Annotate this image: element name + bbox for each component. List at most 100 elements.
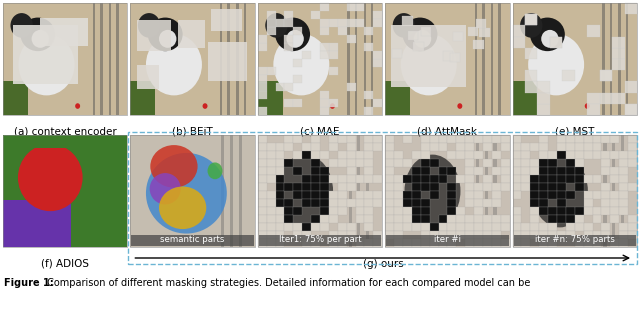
- Bar: [267, 231, 276, 239]
- Bar: [593, 207, 602, 215]
- Bar: [403, 199, 412, 207]
- Bar: [293, 59, 302, 67]
- Bar: [602, 3, 605, 115]
- Bar: [584, 143, 593, 151]
- Bar: [500, 159, 509, 167]
- Bar: [394, 183, 403, 191]
- Bar: [575, 239, 584, 247]
- Ellipse shape: [277, 155, 333, 227]
- Bar: [284, 43, 293, 51]
- Bar: [584, 207, 593, 215]
- Bar: [329, 175, 338, 183]
- Bar: [385, 231, 394, 239]
- Bar: [258, 207, 267, 215]
- Bar: [412, 239, 420, 247]
- Bar: [593, 135, 602, 143]
- Bar: [620, 151, 628, 159]
- Bar: [525, 14, 538, 26]
- Bar: [413, 42, 424, 51]
- Bar: [392, 26, 466, 87]
- Bar: [356, 207, 364, 215]
- Bar: [258, 191, 267, 199]
- Bar: [620, 223, 628, 231]
- Bar: [311, 151, 320, 159]
- Bar: [364, 207, 373, 215]
- Bar: [347, 223, 356, 231]
- Bar: [465, 191, 474, 199]
- Bar: [302, 143, 311, 151]
- Bar: [438, 215, 447, 223]
- Bar: [373, 231, 382, 239]
- Bar: [373, 11, 382, 19]
- Bar: [338, 239, 347, 247]
- Bar: [465, 159, 474, 167]
- Bar: [465, 199, 474, 207]
- Bar: [491, 3, 493, 115]
- Bar: [394, 231, 403, 239]
- Bar: [483, 183, 492, 191]
- Bar: [386, 235, 509, 246]
- Bar: [311, 143, 320, 151]
- Bar: [566, 151, 575, 159]
- Bar: [438, 167, 447, 175]
- Bar: [302, 175, 311, 183]
- Bar: [483, 223, 492, 231]
- Bar: [267, 239, 276, 247]
- Bar: [611, 207, 620, 215]
- Bar: [338, 135, 347, 143]
- Ellipse shape: [148, 17, 182, 51]
- Bar: [548, 239, 557, 247]
- Bar: [385, 215, 394, 223]
- Bar: [302, 183, 311, 191]
- Bar: [311, 199, 320, 207]
- Bar: [347, 143, 356, 151]
- Bar: [348, 3, 350, 115]
- Bar: [557, 175, 566, 183]
- Bar: [364, 135, 373, 143]
- Bar: [236, 3, 239, 115]
- Bar: [429, 239, 438, 247]
- Bar: [620, 159, 628, 167]
- Bar: [276, 159, 284, 167]
- Text: (f) ADIOS: (f) ADIOS: [41, 259, 89, 269]
- Bar: [492, 215, 500, 223]
- Bar: [525, 81, 538, 93]
- Bar: [438, 175, 447, 183]
- Bar: [220, 3, 223, 115]
- Bar: [267, 199, 276, 207]
- Bar: [513, 151, 522, 159]
- Bar: [548, 167, 557, 175]
- Bar: [604, 135, 607, 247]
- Bar: [136, 65, 159, 89]
- Bar: [531, 191, 540, 199]
- Bar: [548, 191, 557, 199]
- Bar: [566, 207, 575, 215]
- Ellipse shape: [401, 34, 457, 95]
- Bar: [522, 239, 531, 247]
- Bar: [373, 191, 382, 199]
- Ellipse shape: [150, 145, 198, 188]
- Bar: [482, 3, 484, 115]
- Text: (e) MST: (e) MST: [555, 127, 595, 137]
- Bar: [356, 191, 364, 199]
- Bar: [575, 183, 584, 191]
- Bar: [347, 167, 356, 175]
- Bar: [450, 53, 460, 62]
- Bar: [492, 231, 500, 239]
- Bar: [320, 207, 329, 215]
- Bar: [338, 183, 347, 191]
- Bar: [540, 143, 548, 151]
- Bar: [412, 223, 420, 231]
- Bar: [513, 167, 522, 175]
- Bar: [276, 215, 284, 223]
- Bar: [329, 67, 338, 75]
- Bar: [131, 235, 254, 246]
- Bar: [628, 135, 637, 143]
- Bar: [258, 135, 382, 247]
- Bar: [412, 175, 420, 183]
- Bar: [267, 215, 276, 223]
- Bar: [628, 231, 637, 239]
- Bar: [244, 3, 246, 115]
- Bar: [293, 223, 302, 231]
- Bar: [447, 231, 456, 239]
